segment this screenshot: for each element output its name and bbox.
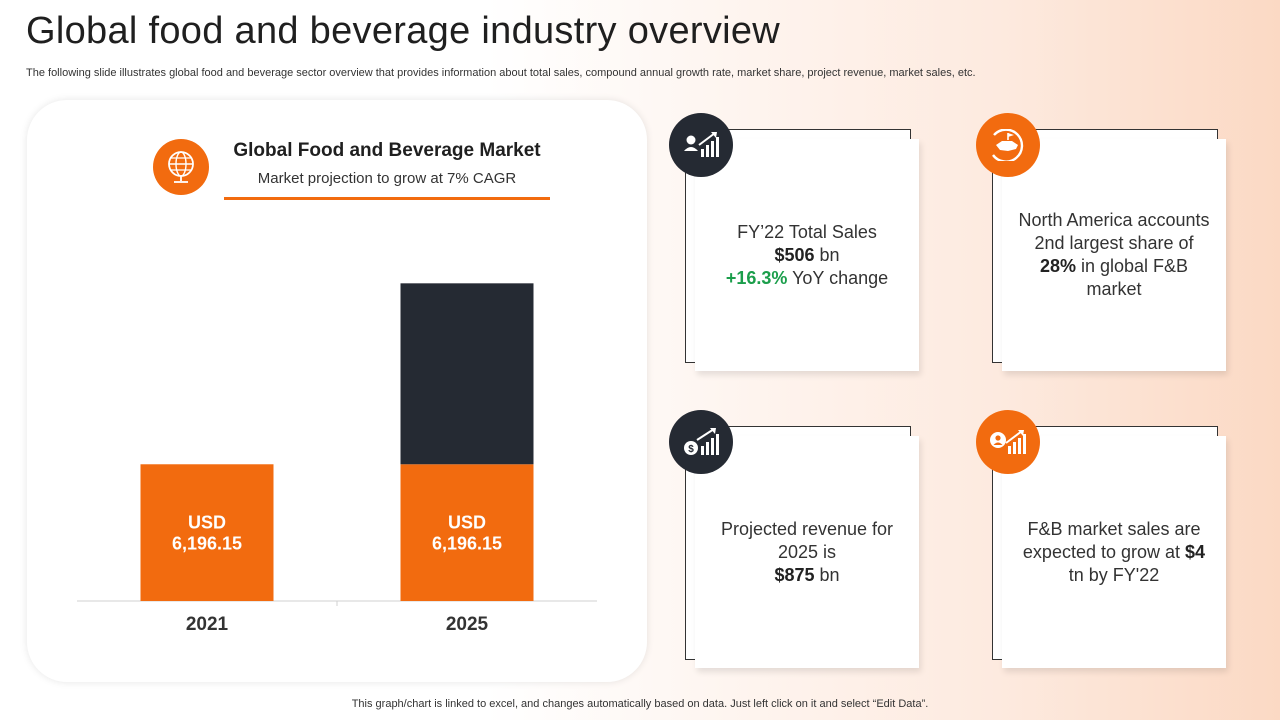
footer-note: This graph/chart is linked to excel, and…: [351, 698, 929, 710]
highlight-value: 28%: [1039, 256, 1076, 276]
card-text-segment: tn by FY'22: [1068, 564, 1160, 585]
chart-title: Global Food and Beverage Market: [233, 140, 541, 161]
info-card-4: F&B market sales are expected to grow at…: [1002, 436, 1226, 668]
chart-header: Global Food and Beverage Market Market p…: [227, 140, 547, 187]
card-text: F&B market sales are expected to grow at…: [1014, 518, 1214, 587]
user-sales-growth-icon-badge: [976, 410, 1040, 474]
data-label-2021-line2: 6,196.15: [172, 534, 242, 554]
card-text-segment: FY’22 Total Sales: [737, 221, 877, 242]
info-card-2: North America accounts 2nd largest share…: [1002, 139, 1226, 371]
user-growth-chart-icon: [684, 132, 719, 157]
card-text-segment: YoY change: [787, 267, 889, 288]
page-subtitle: The following slide illustrates global f…: [26, 67, 976, 79]
bar-growth-2025[interactable]: [400, 283, 534, 465]
chart-subtitle: Market projection to grow at 7% CAGR: [257, 170, 517, 187]
north-america-map-icon-badge: [976, 113, 1040, 177]
card-text-segment: bn: [814, 244, 840, 265]
chart-title-underline: [224, 197, 550, 200]
money-growth-chart-icon-badge: $: [669, 410, 733, 474]
card-text-segment: in global F&B market: [1075, 256, 1189, 299]
globe-icon: [168, 151, 194, 183]
highlight-value: $4: [1185, 541, 1206, 562]
data-label-2025-line2: 6,196.15: [432, 534, 502, 554]
change-value: +16.3%: [725, 267, 788, 288]
card-text: North America accounts 2nd largest share…: [1014, 209, 1214, 301]
highlight-value: $506: [774, 244, 815, 265]
user-sales-growth-icon: [990, 430, 1026, 454]
x-tick-label-2021: 2021: [186, 614, 229, 635]
data-label-2021-line1: USD: [188, 513, 226, 533]
data-label-2025-line1: USD: [448, 513, 486, 533]
card-text: FY’22 Total Sales $506 bn +16.3% YoY chang…: [707, 221, 907, 290]
highlight-value: $875: [774, 564, 815, 585]
x-tick-label-2025: 2025: [446, 614, 489, 635]
info-card-3: Projected revenue for 2025 is $875 bn: [695, 436, 919, 668]
page-title: Global food and beverage industry overvi…: [26, 10, 781, 52]
svg-text:$: $: [688, 444, 694, 455]
card-text-segment: Projected revenue for 2025 is: [720, 518, 894, 562]
card-text-segment: F&B market sales are expected to grow at: [1022, 518, 1201, 562]
money-growth-chart-icon: $: [684, 428, 719, 455]
chart-panel: Global Food and Beverage Market Market p…: [27, 100, 647, 682]
card-text-segment: North America accounts 2nd largest share…: [1018, 210, 1210, 253]
card-text: Projected revenue for 2025 is $875 bn: [707, 518, 907, 587]
user-growth-chart-icon-badge: [669, 113, 733, 177]
north-america-map-icon: [992, 129, 1024, 161]
card-text-segment: bn: [814, 564, 840, 585]
globe-icon-badge: [153, 139, 209, 195]
bar-base-2021[interactable]: [140, 464, 274, 601]
info-card-1: FY’22 Total Sales $506 bn +16.3% YoY chang…: [695, 139, 919, 371]
bar-base-2025[interactable]: [400, 464, 534, 601]
